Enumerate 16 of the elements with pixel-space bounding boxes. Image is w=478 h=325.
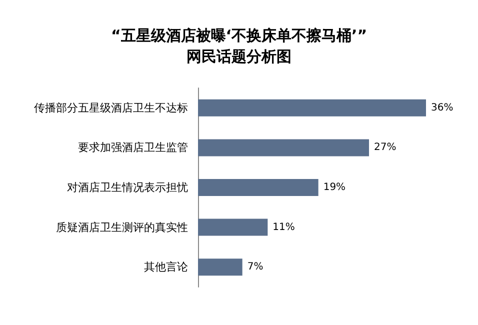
y-tick-label: 传播部分五星级酒店卫生不达标 [34, 101, 188, 114]
chart-title: “五星级酒店被曝‘不换床单不擦马桶’” 网民话题分析图 [110, 26, 368, 66]
bar [198, 258, 242, 276]
bar [198, 99, 426, 116]
data-label: 19% [323, 182, 346, 193]
data-label: 7% [247, 262, 264, 273]
y-tick-label: 要求加强酒店卫生监管 [78, 141, 188, 154]
bar [198, 179, 318, 196]
y-tick-label: 质疑酒店卫生测评的真实性 [56, 220, 188, 234]
bar [198, 139, 369, 156]
data-label: 27% [374, 142, 396, 154]
y-tick-label: 其他言论 [144, 260, 188, 274]
bar [198, 218, 268, 236]
data-label: 11% [272, 222, 295, 233]
data-label: 36% [431, 102, 454, 114]
y-tick-label: 对酒店卫生情况表示担忧 [67, 181, 188, 194]
